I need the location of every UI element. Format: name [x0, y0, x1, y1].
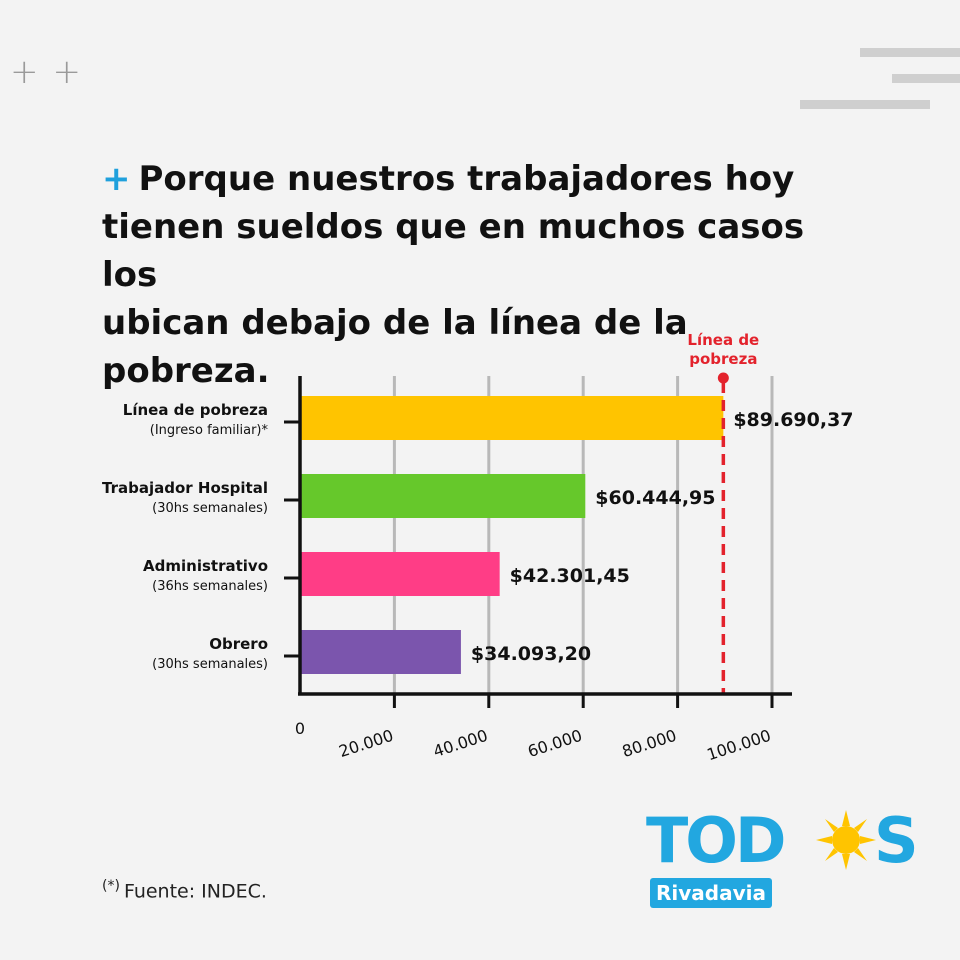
- logo-text-start: TOD: [646, 804, 786, 877]
- bar: [300, 396, 724, 440]
- category-sublabel: (30hs semanales): [152, 657, 268, 672]
- x-tick-label: 80.000: [620, 726, 679, 761]
- x-tick-label: 40.000: [431, 726, 490, 761]
- bar: [300, 474, 586, 518]
- logo-wordmark: TOD S: [646, 808, 919, 874]
- bar: [300, 630, 461, 674]
- bar-value-label: $34.093,20: [471, 643, 591, 665]
- headline: + Porque nuestros trabajadores hoy tienen…: [102, 155, 822, 395]
- category-label: Administrativo: [143, 557, 268, 575]
- x-tick-label: 0: [295, 719, 305, 738]
- source-text: Fuente: INDEC.: [123, 880, 267, 903]
- headline-line-1: + Porque nuestros trabajadores hoy: [102, 159, 795, 199]
- logo-badge: Rivadavia: [650, 878, 772, 908]
- headline-line-3: ubican debajo de la línea de la pobreza.: [102, 303, 688, 391]
- sun-icon: [816, 810, 876, 870]
- reference-marker: [717, 372, 729, 384]
- x-tick-label: 100.000: [704, 726, 773, 765]
- category-sublabel: (Ingreso familiar)*: [150, 423, 269, 438]
- bar-value-label: $60.444,95: [595, 487, 715, 509]
- category-sublabel: (36hs semanales): [152, 579, 268, 594]
- source-asterisk: (*): [102, 878, 120, 894]
- category-label: Trabajador Hospital: [102, 479, 268, 497]
- decorative-line: [800, 100, 930, 109]
- decorative-line: [892, 74, 960, 83]
- category-label: Línea de pobreza: [123, 401, 268, 419]
- source-note: (*) Fuente: INDEC.: [102, 878, 267, 902]
- category-label: Obrero: [209, 635, 268, 653]
- x-tick-label: 60.000: [525, 726, 584, 761]
- reference-line-label: Línea de: [687, 331, 759, 349]
- bar: [300, 552, 500, 596]
- decorative-plus-icons: ++: [10, 52, 95, 92]
- plus-icon: +: [102, 159, 131, 199]
- reference-line-label: pobreza: [689, 350, 757, 368]
- category-sublabel: (30hs semanales): [152, 501, 268, 516]
- bar-value-label: $42.301,45: [510, 565, 630, 587]
- x-tick-label: 20.000: [337, 726, 396, 761]
- logo-text-end: S: [874, 804, 919, 877]
- bar-value-label: $89.690,37: [733, 409, 853, 431]
- headline-line-2: tienen sueldos que en muchos casos los: [102, 207, 805, 295]
- bar-chart: $89.690,37 Línea de pobreza (Ingreso famil…: [102, 331, 854, 765]
- decorative-line: [860, 48, 960, 57]
- todos-rivadavia-logo: TOD S Rivadavia: [646, 808, 919, 908]
